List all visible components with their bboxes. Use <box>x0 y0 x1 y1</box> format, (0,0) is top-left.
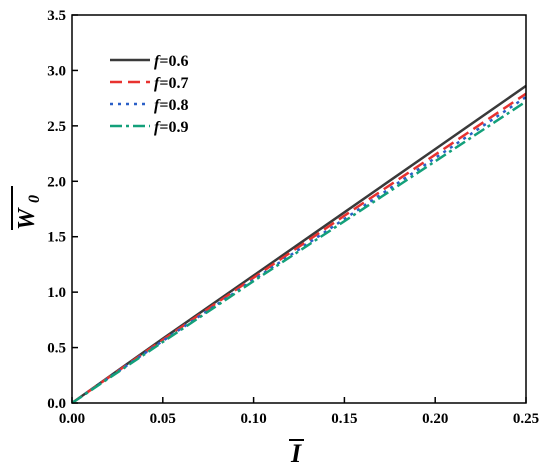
x-tick-label: 0.25 <box>513 411 539 427</box>
y-tick-label: 2.5 <box>47 119 66 135</box>
y-tick-label: 2.0 <box>47 174 66 190</box>
y-tick-label: 1.0 <box>47 285 66 301</box>
y-tick-label: 1.5 <box>47 230 66 246</box>
y-tick-label: 3.0 <box>47 63 66 79</box>
x-tick-label: 0.00 <box>59 411 85 427</box>
y-tick-label: 0.0 <box>47 396 66 412</box>
x-tick-label: 0.20 <box>422 411 448 427</box>
y-axis-title-text: W <box>14 207 40 230</box>
legend-label-f08: f=0.8 <box>154 97 188 114</box>
legend-label-f06: f=0.6 <box>154 53 188 70</box>
x-tick-label: 0.05 <box>150 411 176 427</box>
y-axis-title: W 0 <box>11 186 43 230</box>
y-tick-label: 0.5 <box>47 341 66 357</box>
y-axis-title-subscript: 0 <box>26 195 43 203</box>
legend-label-f09: f=0.9 <box>154 119 188 136</box>
y-tick-label: 3.5 <box>47 8 66 24</box>
x-tick-label: 0.15 <box>331 411 357 427</box>
legend-label-f07: f=0.7 <box>154 75 188 92</box>
series-line-f08 <box>71 95 527 405</box>
legend: f=0.6 f=0.7 f=0.8 f=0.9 <box>110 53 188 136</box>
series-lines <box>71 84 527 405</box>
x-tick-label: 0.10 <box>240 411 266 427</box>
x-axis-title-text: I <box>290 439 302 468</box>
x-axis-title: I <box>289 439 304 468</box>
plot-frame <box>71 14 527 404</box>
series-line-f09 <box>71 100 527 405</box>
axis-ticks: 0.00 0.05 0.10 0.15 0.20 0.25 0.0 0.5 1.0 1.5 2.0 2… <box>47 8 539 427</box>
series-line-f07 <box>71 92 527 405</box>
